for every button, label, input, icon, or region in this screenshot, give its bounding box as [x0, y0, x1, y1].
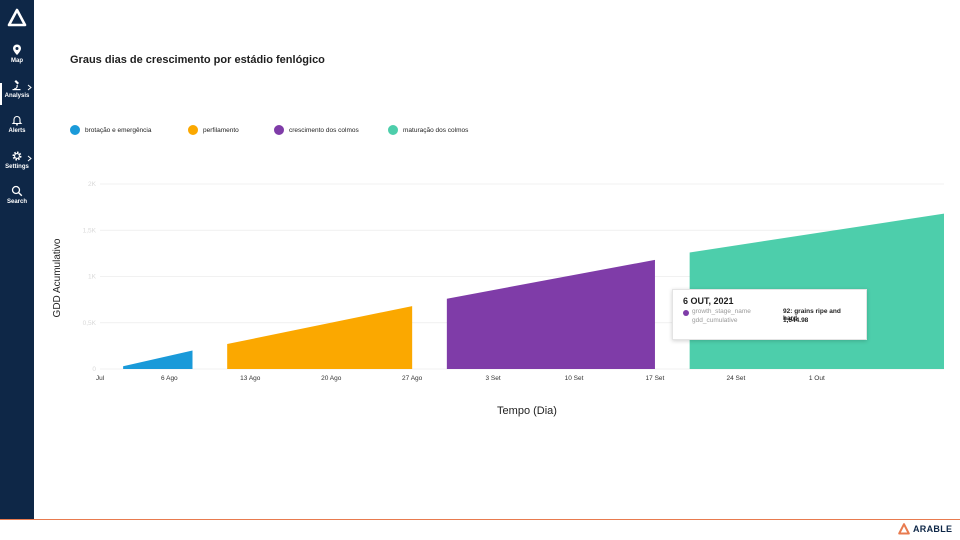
arable-logo-icon[interactable]: [7, 8, 27, 28]
legend-label: crescimento dos colmos: [289, 126, 359, 134]
y-tick-label: 0,5K: [83, 320, 97, 327]
x-axis-label: Tempo (Dia): [497, 405, 557, 417]
area-stage-1[interactable]: [123, 350, 193, 370]
chart-tooltip: 6 OUT, 2021 growth_stage_name 92: grains…: [672, 289, 867, 340]
page-title: Graus dias de crescimento por estádio fe…: [70, 54, 325, 66]
tooltip-row: gdd_cumulative 1,644.98: [683, 317, 856, 326]
area-stage-2[interactable]: [227, 306, 413, 369]
search-icon: [11, 185, 23, 197]
tooltip-series-dot: [683, 310, 689, 316]
microscope-icon: [12, 80, 21, 91]
legend-label: perfilamento: [203, 126, 239, 134]
x-tick-label: 17 Set: [646, 375, 665, 382]
legend-dot: [188, 125, 198, 135]
legend-item-brotacao[interactable]: brotação e emergência: [70, 125, 152, 135]
x-tick-label: 10 Set: [565, 375, 584, 382]
y-tick-label: 1,5K: [83, 227, 97, 234]
footer-divider: [0, 519, 960, 520]
x-tick-label: 1 Out: [809, 375, 825, 382]
chevron-right-icon: [27, 155, 32, 162]
sidebar-item-label: Alerts: [8, 128, 26, 134]
legend-label: maturação dos colmos: [403, 126, 469, 134]
sidebar-item-alerts[interactable]: Alerts: [0, 114, 34, 148]
sidebar-item-map[interactable]: Map: [0, 44, 34, 78]
tooltip-row: growth_stage_name 92: grains ripe and ha…: [683, 308, 856, 322]
sidebar-item-search[interactable]: Search: [0, 185, 34, 219]
sidebar-item-label: Map: [11, 58, 23, 64]
y-tick-label: 1K: [88, 274, 97, 281]
x-tick-label: 13 Ago: [240, 375, 261, 382]
x-tick-label: 3 Set: [486, 375, 501, 382]
tooltip-date: 6 OUT, 2021: [683, 296, 734, 306]
y-axis-label: GDD Acumulativo: [52, 238, 63, 317]
brand-name: ARABLE: [913, 524, 953, 534]
map-pin-icon: [13, 44, 21, 55]
bell-icon: [11, 116, 23, 126]
x-tick-label: 24 Set: [726, 375, 745, 382]
sidebar-item-settings[interactable]: Settings: [0, 150, 34, 184]
tooltip-value: 92: grains ripe and hard: [783, 308, 841, 322]
sidebar-item-label: Settings: [5, 164, 29, 170]
x-tick-label: Jul: [96, 375, 105, 382]
sidebar: Map Analysis Alerts S: [0, 0, 34, 519]
tooltip-value: 1,644.98: [783, 317, 809, 324]
legend-item-maturacao[interactable]: maturação dos colmos: [388, 125, 468, 135]
chevron-right-icon: [27, 84, 32, 91]
y-tick-label: 0: [92, 366, 96, 373]
y-axis-ticks: 0 0,5K 1K 1,5K 2K: [83, 181, 97, 373]
tooltip-key: gdd_cumulative: [692, 317, 738, 324]
area-stage-3[interactable]: [446, 259, 655, 369]
x-tick-label: 27 Ago: [402, 375, 423, 382]
gear-icon: [12, 151, 22, 161]
arable-logo-icon: [898, 523, 910, 535]
sidebar-item-analysis[interactable]: Analysis: [0, 79, 34, 113]
chart-gridlines: [100, 183, 944, 370]
tooltip-key: growth_stage_name: [692, 308, 751, 315]
y-tick-label: 2K: [88, 181, 97, 188]
legend-label: brotação e emergência: [85, 126, 152, 134]
x-tick-label: 6 Ago: [161, 375, 178, 382]
sidebar-item-label: Search: [6, 199, 27, 205]
legend-item-perfilamento[interactable]: perfilamento: [188, 125, 239, 135]
footer-brand: ARABLE: [898, 523, 952, 535]
x-axis-ticks: Jul 6 Ago 13 Ago 20 Ago 27 Ago 3 Set 10 Set 17 …: [96, 375, 825, 382]
legend-dot: [274, 125, 284, 135]
x-tick-label: 20 Ago: [321, 375, 342, 382]
sidebar-item-label: Analysis: [4, 93, 30, 99]
legend-dot: [70, 125, 80, 135]
legend-dot: [388, 125, 398, 135]
legend-item-crescimento[interactable]: crescimento dos colmos: [274, 125, 359, 135]
